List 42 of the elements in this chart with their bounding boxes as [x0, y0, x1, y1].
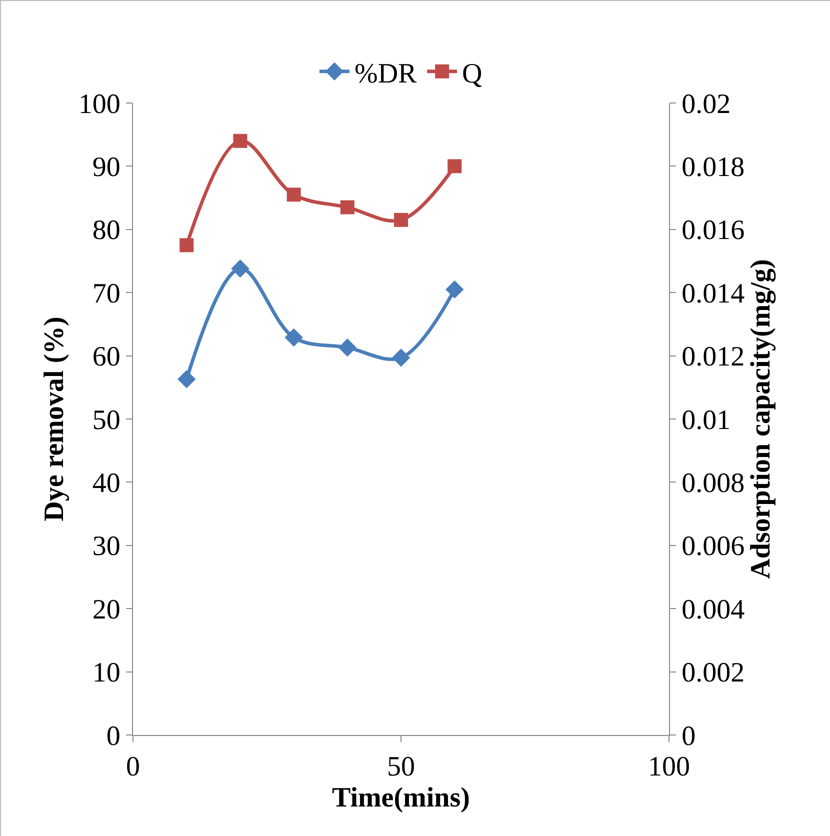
y2-tick-label: 0.014 [682, 278, 745, 310]
point [231, 259, 250, 278]
x-tick-label: 0 [126, 752, 140, 783]
y2-tick-label: 0.02 [682, 88, 731, 120]
y2-tick-label: 0.004 [682, 594, 745, 626]
y2-tick-label: 0.018 [682, 152, 745, 183]
point [284, 328, 303, 347]
y2-tick-label: 0.012 [682, 342, 745, 373]
point [448, 159, 462, 174]
y2-tick-label: 0.01 [682, 404, 731, 436]
point [286, 188, 301, 202]
point [178, 370, 196, 388]
y-axis-title: Dye removal (%) [39, 316, 70, 522]
y2-tick-label: 0.006 [682, 531, 745, 562]
legend-label: Q [462, 58, 482, 90]
point [338, 338, 356, 357]
y-tick-label: 90 [92, 152, 120, 183]
point [340, 200, 354, 214]
point [392, 348, 410, 367]
y-tick-label: 30 [92, 531, 120, 562]
y2-tick-label: 0.016 [682, 215, 745, 246]
point [233, 134, 248, 148]
y2-tick-label: 0 [682, 720, 696, 752]
point [394, 212, 408, 227]
y-tick-label: 20 [92, 594, 120, 626]
y2-axis-title: Adsorption capacity(mg/g) [746, 259, 777, 579]
y-tick-label: 40 [92, 468, 120, 499]
point [180, 238, 194, 252]
y-tick-label: 80 [92, 215, 120, 246]
x-tick-label: 50 [387, 752, 415, 783]
y2-tick-label: 0.002 [682, 658, 745, 689]
x-tick-label: 100 [648, 752, 690, 783]
y-tick-label: 50 [92, 404, 120, 436]
point [446, 280, 464, 299]
y-tick-label: 70 [92, 278, 120, 310]
y-tick-label: 100 [78, 88, 120, 120]
y-tick-label: 60 [92, 342, 120, 373]
x-axis-title: Time(mins) [332, 782, 470, 814]
y-tick-label: 10 [92, 658, 120, 689]
y-tick-label: 0 [106, 720, 120, 752]
legend-label: %DR [354, 58, 418, 90]
y2-tick-label: 0.008 [682, 468, 745, 499]
